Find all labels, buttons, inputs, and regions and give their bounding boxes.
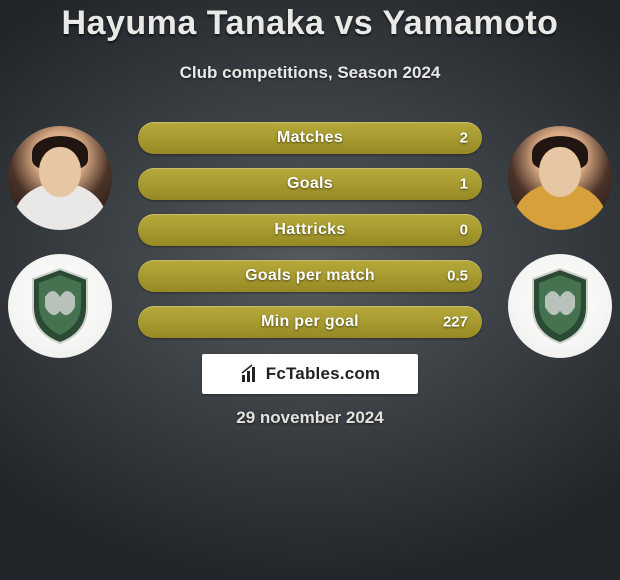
stat-value-right: 2 [460,130,468,147]
stat-row-min-per-goal: Min per goal 227 [138,306,482,338]
club-right-crest [508,254,612,358]
brand-badge: FcTables.com [202,354,418,394]
stat-label: Hattricks [274,221,345,239]
subtitle: Club competitions, Season 2024 [0,63,620,83]
stat-value-right: 227 [443,314,468,331]
brand-text: FcTables.com [266,364,381,384]
stat-label: Min per goal [261,313,359,331]
stat-row-goals: Goals 1 [138,168,482,200]
left-column [8,126,112,358]
stat-value-right: 0.5 [447,268,468,285]
stat-value-right: 0 [460,222,468,239]
right-column [508,126,612,358]
stat-label: Matches [277,129,343,147]
comparison-card: Hayuma Tanaka vs Yamamoto Club competiti… [0,0,620,580]
shield-icon [27,267,93,345]
stat-value-right: 1 [460,176,468,193]
page-title: Hayuma Tanaka vs Yamamoto [0,0,620,43]
shield-icon [527,267,593,345]
stat-row-matches: Matches 2 [138,122,482,154]
player-right-avatar [508,126,612,230]
date-label: 29 november 2024 [0,408,620,428]
player-left-avatar [8,126,112,230]
bar-chart-icon [240,364,260,384]
stat-row-hattricks: Hattricks 0 [138,214,482,246]
stat-row-goals-per-match: Goals per match 0.5 [138,260,482,292]
stat-label: Goals per match [245,267,375,285]
stats-list: Matches 2 Goals 1 Hattricks 0 Goals per … [138,122,482,338]
stat-label: Goals [287,175,333,193]
club-left-crest [8,254,112,358]
